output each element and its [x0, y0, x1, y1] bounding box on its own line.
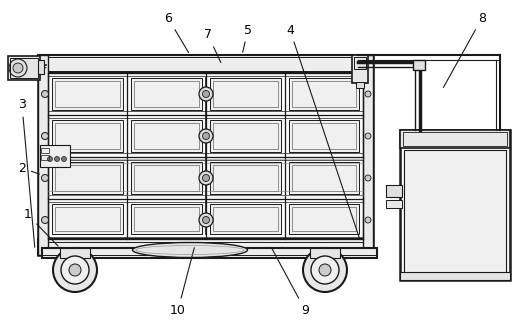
Circle shape — [61, 157, 67, 162]
Circle shape — [365, 133, 371, 139]
Bar — [292, 165, 356, 191]
Bar — [210, 120, 281, 152]
Text: 2: 2 — [18, 162, 39, 174]
Circle shape — [203, 216, 209, 223]
Circle shape — [41, 90, 49, 98]
Text: 4: 4 — [286, 24, 359, 237]
Bar — [134, 165, 199, 191]
Text: 5: 5 — [243, 24, 252, 52]
Bar — [134, 207, 199, 231]
Circle shape — [365, 217, 371, 223]
Text: 6: 6 — [164, 12, 188, 53]
Bar — [289, 78, 359, 110]
Circle shape — [311, 256, 339, 284]
Bar — [400, 130, 510, 148]
Bar — [354, 57, 366, 69]
Circle shape — [203, 132, 209, 139]
Bar — [292, 81, 356, 107]
Bar — [134, 81, 199, 107]
Circle shape — [199, 171, 213, 185]
Bar — [213, 165, 278, 191]
Bar — [38, 55, 48, 255]
Bar — [404, 150, 506, 276]
Bar — [131, 162, 202, 194]
Bar — [352, 55, 368, 83]
Bar — [8, 56, 40, 80]
Bar — [10, 58, 38, 78]
Circle shape — [203, 174, 209, 181]
Bar — [42, 59, 369, 251]
Circle shape — [203, 90, 209, 98]
Bar — [403, 132, 507, 146]
Text: 1: 1 — [24, 209, 58, 246]
Bar — [400, 130, 510, 280]
Circle shape — [69, 264, 81, 276]
Bar — [292, 207, 356, 231]
Ellipse shape — [132, 243, 248, 258]
Circle shape — [13, 63, 23, 73]
Bar — [413, 60, 425, 70]
Bar — [134, 123, 199, 149]
Bar — [38, 239, 373, 255]
Circle shape — [319, 264, 331, 276]
Bar — [38, 55, 373, 73]
Bar — [131, 204, 202, 234]
Circle shape — [41, 216, 49, 223]
Bar — [55, 207, 120, 231]
Circle shape — [365, 91, 371, 97]
Bar — [41, 148, 49, 153]
Text: 3: 3 — [18, 99, 35, 247]
Bar — [289, 204, 359, 234]
Bar — [42, 242, 369, 252]
Bar — [52, 162, 123, 194]
Bar — [386, 200, 402, 208]
Bar — [38, 60, 44, 74]
Circle shape — [41, 174, 49, 181]
Bar — [289, 120, 359, 152]
Bar — [52, 120, 123, 152]
Circle shape — [199, 87, 213, 101]
Bar — [310, 248, 340, 258]
Bar — [42, 248, 377, 258]
Bar — [131, 120, 202, 152]
Bar — [292, 123, 356, 149]
Bar — [42, 57, 369, 71]
Bar — [213, 81, 278, 107]
Bar — [210, 204, 281, 234]
Bar — [289, 162, 359, 194]
Bar — [356, 82, 364, 88]
Circle shape — [365, 175, 371, 181]
Bar — [213, 123, 278, 149]
Circle shape — [199, 129, 213, 143]
Text: 7: 7 — [204, 28, 221, 63]
Text: 8: 8 — [443, 12, 486, 88]
Bar — [131, 78, 202, 110]
Circle shape — [48, 157, 52, 162]
Circle shape — [53, 248, 97, 292]
Bar — [52, 78, 123, 110]
Circle shape — [199, 213, 213, 227]
Bar — [363, 55, 373, 255]
Bar — [55, 165, 120, 191]
Bar — [210, 162, 281, 194]
Bar — [60, 248, 90, 258]
Bar — [55, 123, 120, 149]
Circle shape — [54, 157, 59, 162]
Text: 10: 10 — [170, 248, 194, 316]
Bar — [41, 155, 49, 160]
Text: 9: 9 — [271, 248, 309, 316]
Bar — [210, 78, 281, 110]
Circle shape — [303, 248, 347, 292]
Circle shape — [41, 132, 49, 139]
Bar — [213, 207, 278, 231]
Bar — [40, 145, 70, 167]
Bar — [55, 81, 120, 107]
Circle shape — [61, 256, 89, 284]
Bar — [52, 204, 123, 234]
Bar — [400, 272, 510, 280]
Bar — [386, 185, 402, 197]
Bar — [38, 55, 373, 255]
Circle shape — [9, 59, 27, 77]
